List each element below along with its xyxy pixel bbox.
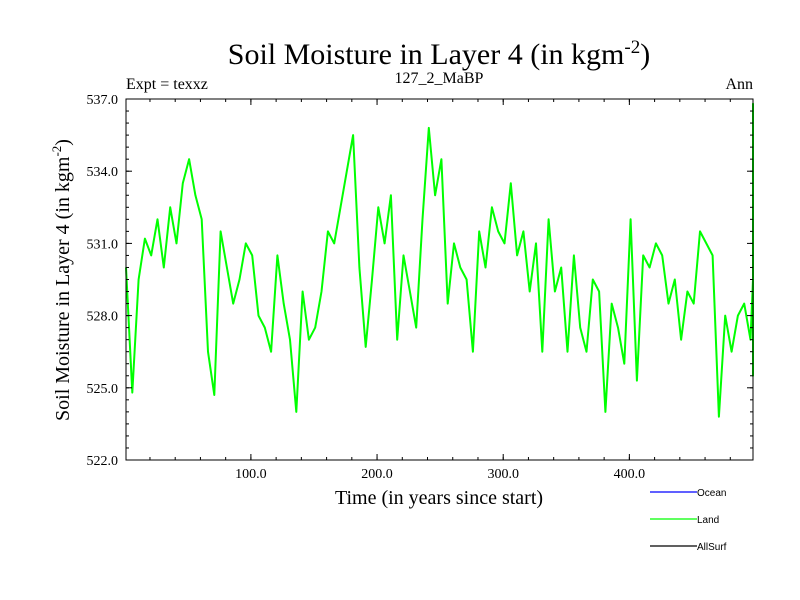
x-axis-label: Time (in years since start) [335, 487, 543, 509]
y-axis-label: Soil Moisture in Layer 4 (in kgm-2) [49, 139, 74, 421]
y-tick-label: 528.0 [87, 310, 119, 325]
legend: Ocean Land AllSurf [650, 488, 727, 553]
chart-title-main: Soil Moisture in Layer 4 (in kgm [228, 38, 625, 71]
x-tick-label: 300.0 [487, 467, 519, 482]
legend-label-land: Land [697, 515, 719, 526]
y-tick-label: 537.0 [87, 93, 119, 108]
x-tick-label: 400.0 [614, 467, 646, 482]
subtitle-left: Expt = texxz [126, 76, 208, 93]
chart-title-close: ) [640, 38, 650, 71]
y-tick-label: 522.0 [87, 454, 119, 469]
x-tick-label: 200.0 [361, 467, 393, 482]
y-tick-label: 531.0 [87, 237, 119, 252]
y-axis-label-close: ) [52, 139, 74, 146]
legend-label-allsurf: AllSurf [697, 542, 727, 553]
plot-layer: 522.0 525.0 528.0 531.0 534.0 537.0 100.0 200.0… [87, 93, 754, 482]
chart-title: Soil Moisture in Layer 4 (in kgm-2) [228, 37, 650, 71]
plot-frame [125, 98, 754, 461]
chart-title-superscript: -2 [624, 37, 640, 58]
series-line-land [125, 102, 754, 418]
y-axis-label-superscript: -2 [49, 146, 64, 157]
y-tick-label: 525.0 [87, 382, 119, 397]
y-axis-label-main: Soil Moisture in Layer 4 (in kgm [52, 156, 74, 421]
y-tick-label: 534.0 [87, 165, 119, 180]
x-tick-label: 100.0 [235, 467, 267, 482]
legend-label-ocean: Ocean [697, 488, 726, 499]
subtitle-center: 127_2_MaBP [395, 70, 484, 87]
subtitle-right: Ann [725, 76, 753, 93]
